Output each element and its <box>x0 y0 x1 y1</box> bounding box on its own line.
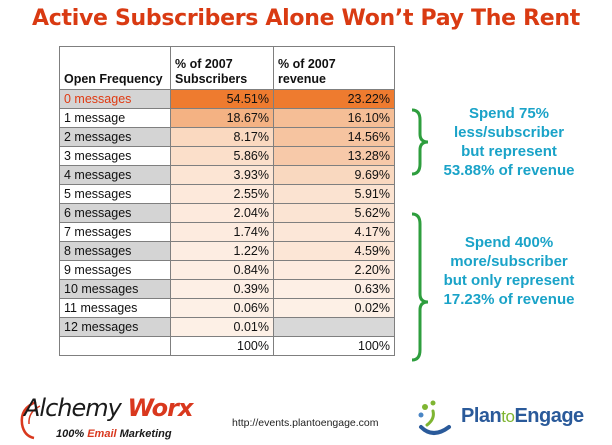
alchemy-swirl-icon <box>20 400 41 440</box>
row-subscribers: 18.67% <box>170 108 274 128</box>
table-header-row: Open Frequency % of 2007 Subscribers % of… <box>59 46 395 90</box>
row-label: 3 messages <box>59 146 171 166</box>
table-row: 2 messages 8.17% 14.56% <box>59 127 395 147</box>
table-row: 6 messages 2.04% 5.62% <box>59 203 395 223</box>
row-label: 5 messages <box>59 184 171 204</box>
table-row: 8 messages 1.22% 4.59% <box>59 241 395 261</box>
row-subscribers: 54.51% <box>170 89 274 109</box>
pte-plan: Plan <box>461 405 502 427</box>
header-revenue: % of 2007 revenue <box>273 46 395 90</box>
row-subscribers: 0.06% <box>170 298 274 318</box>
row-revenue: 2.20% <box>273 260 395 280</box>
row-subscribers: 1.74% <box>170 222 274 242</box>
header-subscribers-line2: Subscribers <box>175 72 248 86</box>
data-table: Open Frequency % of 2007 Subscribers % of… <box>59 46 395 356</box>
pte-to: to <box>501 407 515 426</box>
annotation-top-line: less/subscriber <box>453 124 565 141</box>
alchemy-word: Alchemy <box>24 394 122 422</box>
annotation-bottom-line: more/subscriber <box>450 253 568 270</box>
annotation-top-line: Spend 75% <box>468 105 550 122</box>
row-label: 12 messages <box>59 317 171 337</box>
annotation-bottom-line: but only represent <box>443 272 575 289</box>
total-label <box>59 336 171 356</box>
bracket-top <box>411 108 429 176</box>
row-revenue: 16.10% <box>273 108 395 128</box>
row-subscribers: 5.86% <box>170 146 274 166</box>
plantoengage-logo: PlantoEngage <box>413 397 603 441</box>
row-revenue: 14.56% <box>273 127 395 147</box>
row-revenue: 13.28% <box>273 146 395 166</box>
plantoengage-icon <box>418 400 451 435</box>
row-subscribers: 0.39% <box>170 279 274 299</box>
table-body: Open Frequency % of 2007 Subscribers % of… <box>59 46 395 356</box>
row-revenue: 0.02% <box>273 298 395 318</box>
alchemy-worx-logo: Alchemy Worx 100% Email Marketing <box>18 394 208 444</box>
annotation-bottom-line: 17.23% of revenue <box>443 291 575 308</box>
table-row: 4 messages 3.93% 9.69% <box>59 165 395 185</box>
table-row: 11 messages 0.06% 0.02% <box>59 298 395 318</box>
row-revenue: 0.63% <box>273 279 395 299</box>
row-label: 8 messages <box>59 241 171 261</box>
annotation-bottom-line: Spend 400% <box>464 234 554 251</box>
header-open-frequency-line2: Open Frequency <box>64 72 163 86</box>
header-subscribers: % of 2007 Subscribers <box>170 46 274 90</box>
row-label: 7 messages <box>59 222 171 242</box>
pte-engage: Engage <box>514 405 584 427</box>
header-open-frequency: Open Frequency <box>59 46 171 90</box>
row-revenue: 5.91% <box>273 184 395 204</box>
row-subscribers: 2.04% <box>170 203 274 223</box>
row-revenue: 4.59% <box>273 241 395 261</box>
table-row: 7 messages 1.74% 4.17% <box>59 222 395 242</box>
table-row: 12 messages 0.01% <box>59 317 395 337</box>
row-revenue <box>273 317 395 337</box>
table-row: 3 messages 5.86% 13.28% <box>59 146 395 166</box>
row-revenue: 4.17% <box>273 222 395 242</box>
tagline-marketing: Marketing <box>119 428 172 440</box>
bracket-bottom <box>411 212 429 362</box>
total-revenue: 100% <box>273 336 395 356</box>
table-row: 5 messages 2.55% 5.91% <box>59 184 395 204</box>
total-subscribers: 100% <box>170 336 274 356</box>
tagline-email: Email <box>87 428 117 440</box>
row-subscribers: 2.55% <box>170 184 274 204</box>
table-row: 0 messages 54.51% 23.22% <box>59 89 395 109</box>
row-subscribers: 3.93% <box>170 165 274 185</box>
row-label: 9 messages <box>59 260 171 280</box>
worx-word: Worx <box>127 394 193 422</box>
annotation-top-line: but represent <box>461 143 557 160</box>
alchemy-tagline: 100% Email Marketing <box>56 428 172 440</box>
row-subscribers: 0.84% <box>170 260 274 280</box>
tagline-percent: 100% <box>56 428 85 440</box>
header-revenue-line1: % of 2007 <box>278 57 336 71</box>
annotation-top: Spend 75% less/subscriber but represent … <box>434 104 584 180</box>
table-row: 1 message 18.67% 16.10% <box>59 108 395 128</box>
table-row: 10 messages 0.39% 0.63% <box>59 279 395 299</box>
alchemy-wordmark: Alchemy Worx <box>24 394 193 422</box>
row-label: 10 messages <box>59 279 171 299</box>
annotation-top-line: 53.88% of revenue <box>443 162 575 179</box>
row-revenue: 23.22% <box>273 89 395 109</box>
header-subscribers-line1: % of 2007 <box>175 57 233 71</box>
row-label: 2 messages <box>59 127 171 147</box>
page-title: Active Subscribers Alone Won’t Pay The R… <box>32 6 580 31</box>
table-total-row: 100% 100% <box>59 336 395 356</box>
row-revenue: 5.62% <box>273 203 395 223</box>
row-label: 1 message <box>59 108 171 128</box>
plantoengage-wordmark: PlantoEngage <box>461 405 584 428</box>
row-label: 11 messages <box>59 298 171 318</box>
row-label: 4 messages <box>59 165 171 185</box>
row-subscribers: 0.01% <box>170 317 274 337</box>
row-subscribers: 1.22% <box>170 241 274 261</box>
table-row: 9 messages 0.84% 2.20% <box>59 260 395 280</box>
header-revenue-line2: revenue <box>278 72 326 86</box>
annotation-bottom: Spend 400% more/subscriber but only repr… <box>430 233 588 309</box>
event-url: http://events.plantoengage.com <box>232 417 379 429</box>
row-subscribers: 8.17% <box>170 127 274 147</box>
row-label: 6 messages <box>59 203 171 223</box>
brackets <box>411 108 429 362</box>
row-revenue: 9.69% <box>273 165 395 185</box>
row-label: 0 messages <box>59 89 171 109</box>
